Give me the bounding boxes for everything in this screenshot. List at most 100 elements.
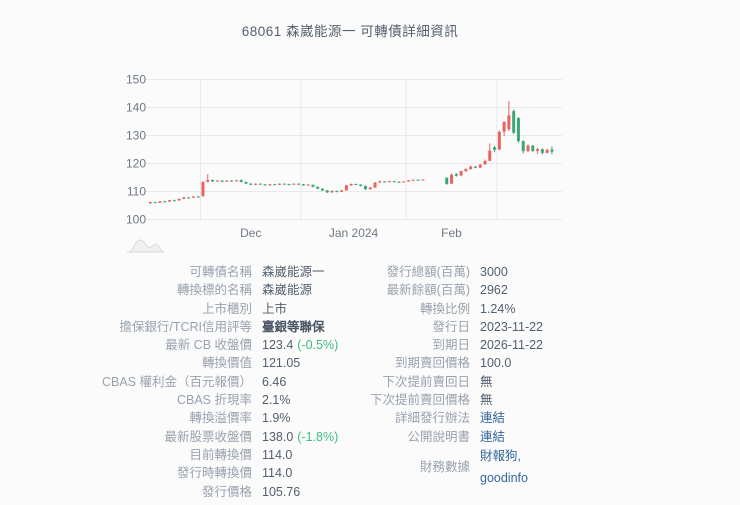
candle-body bbox=[325, 190, 329, 193]
candle-body bbox=[349, 183, 353, 186]
candle-body bbox=[478, 164, 482, 168]
field-value-text: 105.76 bbox=[262, 484, 301, 499]
candle-body bbox=[282, 183, 286, 185]
field-value-text: 2023-11-22 bbox=[480, 319, 544, 334]
candle-body bbox=[254, 183, 258, 185]
field-value-text: 138.0 bbox=[262, 429, 294, 444]
field-label: 發行日 bbox=[432, 319, 470, 334]
info-row: 詳細發行辦法 連結 bbox=[330, 409, 543, 427]
field-value: 2962 bbox=[480, 281, 508, 299]
candle-body bbox=[335, 190, 339, 192]
field-label: 下次提前賣回價格 bbox=[369, 393, 470, 408]
candle-body bbox=[158, 201, 162, 203]
candle-body bbox=[354, 183, 358, 185]
candle-body bbox=[550, 149, 554, 152]
candle-body bbox=[340, 190, 344, 192]
field-label: 到期日 bbox=[432, 338, 470, 353]
candle-body bbox=[153, 202, 157, 204]
candle-body bbox=[268, 184, 272, 186]
candle-body bbox=[416, 179, 420, 181]
field-value: 114.0 bbox=[262, 464, 292, 482]
field-value: 2026-11-22 bbox=[480, 336, 543, 354]
candle-body bbox=[258, 183, 262, 185]
candle-body bbox=[421, 179, 425, 181]
candle-body bbox=[497, 131, 501, 150]
candle-body bbox=[234, 180, 238, 182]
field-value-text: 1.24% bbox=[480, 301, 516, 316]
field-label: 最新餘額(百萬) bbox=[386, 283, 470, 298]
field-label: 轉換價值 bbox=[201, 356, 252, 371]
candle-body bbox=[540, 149, 544, 153]
candle-body bbox=[211, 180, 215, 182]
info-row: 可轉債名稱 森崴能源一 bbox=[0, 263, 338, 281]
candle-body bbox=[502, 122, 506, 132]
field-value: 114.0 bbox=[262, 446, 292, 464]
candle-body bbox=[402, 181, 406, 183]
field-value-text: 無 bbox=[480, 374, 493, 389]
field-value-text: 123.4 bbox=[262, 338, 294, 353]
candle-body bbox=[383, 181, 387, 183]
field-value: 臺銀等聯保 bbox=[262, 318, 325, 336]
field-value-text: 2962 bbox=[480, 283, 508, 298]
candle-body bbox=[215, 180, 219, 182]
candle-body bbox=[359, 184, 363, 186]
y-axis-tick-label: 110 bbox=[127, 185, 146, 199]
field-label: 轉換比例 bbox=[419, 301, 470, 316]
candle-body bbox=[545, 149, 549, 153]
field-value: 森崴能源一 bbox=[262, 263, 325, 281]
page-title: 68061 森崴能源一 可轉債詳細資訊 bbox=[241, 24, 459, 39]
candle-body bbox=[306, 184, 310, 186]
candle-body bbox=[378, 181, 382, 183]
candle-body bbox=[488, 150, 492, 161]
candle-body bbox=[168, 200, 172, 202]
info-row: 財務數據 財報狗, goodinfo bbox=[330, 446, 543, 490]
field-value: 100.0 bbox=[480, 354, 511, 372]
field-value-text: 121.05 bbox=[262, 356, 301, 371]
info-row: CBAS 折現率 2.1% bbox=[0, 391, 338, 409]
field-value-text: 3000 bbox=[480, 265, 508, 279]
candle-body bbox=[368, 187, 372, 190]
info-row: 最新 CB 收盤價 123.4 (-0.5%) bbox=[0, 336, 338, 354]
field-label: CBAS 權利金（百元報價） bbox=[101, 374, 252, 389]
document-link[interactable]: 連結 bbox=[480, 411, 506, 426]
candle-body bbox=[483, 160, 487, 165]
candle-body bbox=[230, 180, 234, 182]
external-data-link[interactable]: goodinfo bbox=[480, 471, 528, 486]
field-label: 下次提前賣回日 bbox=[382, 374, 470, 389]
info-row: 到期日 2026-11-22 bbox=[330, 336, 543, 354]
info-row: 下次提前賣回日無 bbox=[330, 373, 543, 391]
candle-body bbox=[316, 186, 320, 189]
candle-body bbox=[493, 147, 497, 150]
y-axis-tick-label: 150 bbox=[126, 73, 146, 87]
candle-body bbox=[287, 184, 291, 186]
field-value: 上市 bbox=[262, 300, 287, 318]
document-link[interactable]: 連結 bbox=[480, 429, 506, 444]
field-value: 無 bbox=[480, 373, 493, 391]
field-value: 1.24% bbox=[480, 300, 515, 318]
field-value: 無 bbox=[480, 391, 493, 409]
candle-body bbox=[249, 183, 253, 185]
field-value: 1.9% bbox=[262, 409, 291, 427]
candle-body bbox=[407, 180, 411, 182]
candle-body bbox=[201, 181, 205, 197]
candle-body bbox=[273, 184, 277, 186]
y-axis-tick-label: 140 bbox=[126, 101, 146, 115]
info-row: 下次提前賣回價格無 bbox=[330, 391, 543, 409]
candle-body bbox=[531, 145, 535, 151]
field-value: 3000 bbox=[480, 263, 508, 281]
candle-body bbox=[387, 181, 391, 183]
field-label: 最新 CB 收盤價 bbox=[165, 338, 252, 353]
external-data-link[interactable]: 財報狗, bbox=[480, 448, 521, 463]
info-row: 最新股票收盤價 138.0 (-1.8%) bbox=[0, 428, 338, 446]
field-label: 到期賣回價格 bbox=[394, 356, 470, 371]
field-value: 森崴能源 bbox=[262, 281, 312, 299]
info-row: 目前轉換價 114.0 bbox=[0, 446, 338, 464]
cb-price-candlestick-chart[interactable]: 100 110 120 130 140 150 Dec Jan 2024 Feb bbox=[0, 0, 740, 260]
info-row: 發行價格 105.76 bbox=[0, 483, 338, 501]
candle-body bbox=[507, 115, 511, 130]
area-chart-icon[interactable] bbox=[126, 236, 166, 256]
candle-body bbox=[450, 174, 454, 184]
candle-body bbox=[301, 184, 305, 186]
candle-body bbox=[521, 141, 525, 152]
field-value-text: 臺銀等聯保 bbox=[262, 319, 325, 334]
